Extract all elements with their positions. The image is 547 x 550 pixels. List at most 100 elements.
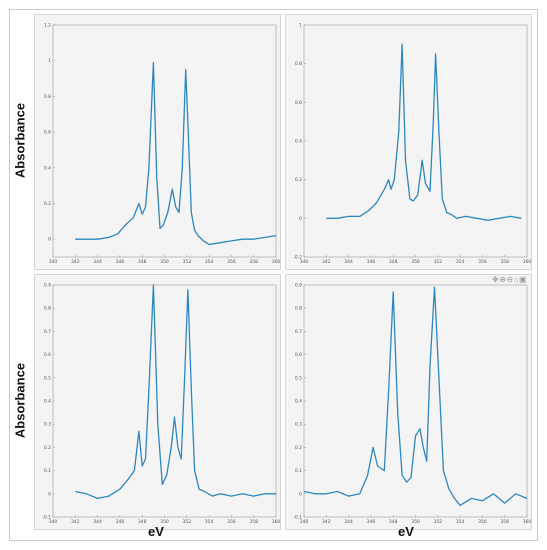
plot-area [52,284,277,518]
x-tick-label: 350 [411,259,420,265]
x-tick-label: 340 [300,259,309,265]
x-tick-label: 354 [205,519,214,525]
y-tick-label: 0.3 [295,422,302,428]
absorbance-series-line [75,284,276,500]
y-tick-label: 0.9 [295,283,302,289]
x-tick-label: 356 [227,259,236,265]
x-tick-label: 360 [272,259,281,265]
x-tick-label: 348 [138,259,147,265]
x-tick-label: 342 [322,259,331,265]
y-tick-label: 0.5 [295,375,302,381]
y-tick-label: 0.8 [44,94,51,100]
y-tick-label: 1.2 [44,23,51,29]
y-tick-label: -0.1 [42,515,51,521]
y-tick-label: 0.6 [295,352,302,358]
x-tick-label: 346 [367,259,376,265]
zoom-out-icon[interactable]: ⊖ [506,275,514,284]
absorbance-series-line [303,286,528,507]
chart-panel-top-right: 340 342 344 346 348 350 352 354 356 358 360 -0.2 0 0.… [285,14,532,270]
y-tick-label: 0.6 [44,130,51,136]
y-tick-label: 1 [299,23,302,29]
x-tick-label: 358 [500,519,509,525]
x-tick-label: 356 [227,519,236,525]
chart-panel-top-left: 340 342 344 346 348 350 352 354 356 358 360 0 0.2 0.4… [34,14,281,270]
chart-bottom-right: 340 342 344 346 348 350 352 354 356 358 360 -0.1 0 0.… [293,283,532,526]
save-icon[interactable]: ▣ [518,275,528,284]
home-icon[interactable]: ⌂ [513,275,519,284]
y-tick-label: 0.7 [295,329,302,335]
x-tick-label: 346 [116,519,125,525]
x-tick-label: 360 [523,519,532,525]
chart-top-left: 340 342 344 346 348 350 352 354 356 358 360 0 0.2 0.4… [44,23,281,266]
x-tick-label: 344 [93,519,102,525]
y-tick-label: 0 [299,491,302,497]
chart-bottom-left: 340 342 344 346 348 350 352 354 356 358 360 -0.1 0 0.… [42,283,281,526]
x-tick-label: 360 [272,519,281,525]
x-tick-label: 354 [456,259,465,265]
x-tick-label: 358 [249,519,258,525]
plot-area [303,24,528,258]
pan-icon[interactable]: ✥ [492,275,500,284]
x-tick-label: 346 [367,519,376,525]
x-axis-label-left: eV [148,524,164,539]
y-axis-label-top: Absorbance [12,102,28,179]
plot-toolbar[interactable]: ✥⊕⊖⌂▣ [492,275,527,284]
y-tick-label: 0 [299,216,302,222]
y-tick-label: 0.4 [44,399,51,405]
x-tick-label: 344 [93,259,102,265]
absorbance-series-line [326,43,522,221]
zoom-in-icon[interactable]: ⊕ [499,275,507,284]
chart-top-right: 340 342 344 346 348 350 352 354 356 358 360 -0.2 0 0.… [293,23,532,266]
x-tick-label: 344 [344,259,353,265]
absorbance-series-line [75,61,277,246]
y-tick-label: 0.7 [44,329,51,335]
x-tick-label: 354 [456,519,465,525]
x-tick-label: 348 [138,519,147,525]
chart-panel-bottom-left: 340 342 344 346 348 350 352 354 356 358 360 -0.1 0 0.… [34,274,281,530]
y-tick-label: -0.1 [293,515,302,521]
x-tick-label: 342 [322,519,331,525]
y-tick-label: 0.6 [295,100,302,106]
x-tick-label: 348 [389,519,398,525]
x-tick-label: 346 [116,259,125,265]
y-tick-label: 0.1 [295,468,302,474]
x-tick-label: 350 [160,259,169,265]
x-tick-label: 342 [71,519,80,525]
y-tick-label: 0.2 [295,177,302,183]
x-tick-label: 354 [205,259,214,265]
y-tick-label: 0 [48,491,51,497]
y-tick-label: 0.8 [295,306,302,312]
y-tick-label: 0.4 [295,399,302,405]
figure-area: 340 342 344 346 348 350 352 354 356 358 360 0 0.2 0.4… [9,9,538,541]
x-tick-label: 352 [183,519,192,525]
x-tick-label: 356 [478,259,487,265]
x-tick-label: 352 [434,259,443,265]
y-tick-label: 0.2 [295,445,302,451]
x-tick-label: 342 [71,259,80,265]
x-tick-label: 340 [49,259,58,265]
x-axis-label-right: eV [398,524,414,539]
x-tick-label: 352 [183,259,192,265]
x-tick-label: 340 [49,519,58,525]
y-tick-label: 0.2 [44,201,51,207]
y-tick-label: 0.4 [44,165,51,171]
x-tick-label: 348 [389,259,398,265]
y-axis-label-bottom: Absorbance [12,362,28,439]
plot-area [303,284,528,518]
y-tick-label: 0.8 [295,61,302,67]
x-tick-label: 340 [300,519,309,525]
x-tick-label: 350 [411,519,420,525]
x-tick-label: 356 [478,519,487,525]
y-tick-label: 0.5 [44,375,51,381]
y-tick-label: 0.2 [44,445,51,451]
y-tick-label: 1 [48,58,51,64]
y-tick-label: 0.8 [44,306,51,312]
y-tick-label: 0 [48,237,51,243]
x-tick-label: 350 [160,519,169,525]
y-tick-label: -0.2 [293,255,302,261]
x-tick-label: 358 [249,259,258,265]
x-tick-label: 360 [523,259,532,265]
x-tick-label: 344 [344,519,353,525]
y-tick-label: 0.6 [44,352,51,358]
x-tick-label: 358 [500,259,509,265]
